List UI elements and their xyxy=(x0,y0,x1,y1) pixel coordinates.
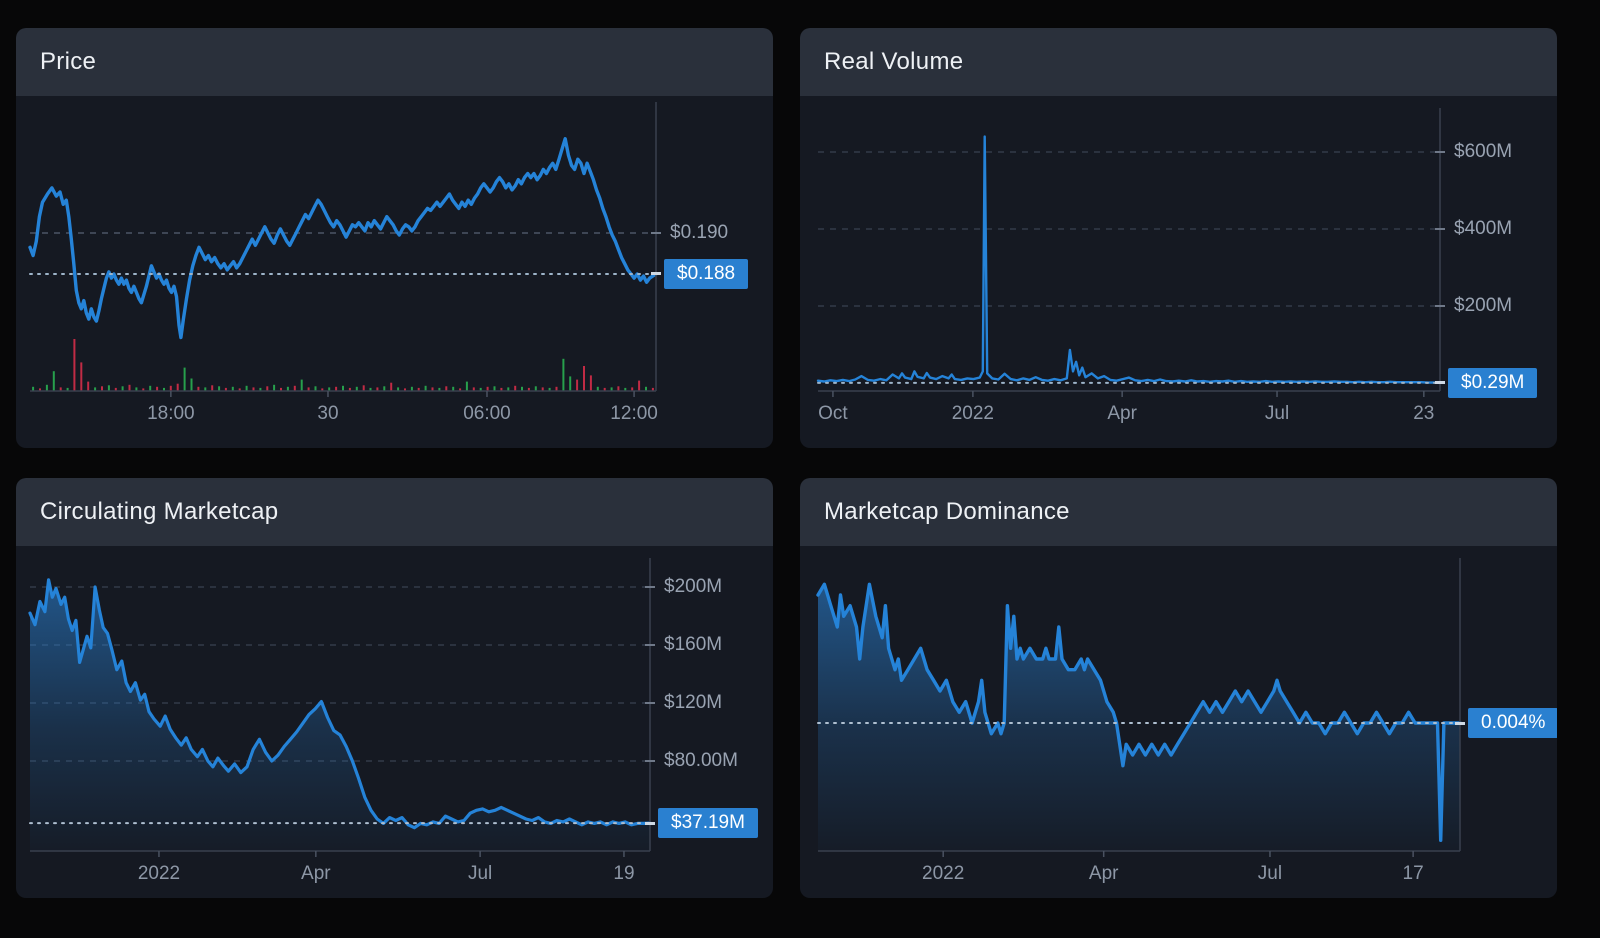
y-axis-label: $200M xyxy=(1454,294,1513,316)
x-axis-label: 06:00 xyxy=(463,403,511,424)
current-value-tick xyxy=(645,821,655,825)
y-axis-label: $80.00M xyxy=(664,750,738,772)
y-axis-tick xyxy=(651,231,661,234)
panel-title-real-volume: Real Volume xyxy=(824,48,964,75)
panel-title-marketcap-dominance: Marketcap Dominance xyxy=(824,498,1070,525)
y-axis-tick xyxy=(1435,304,1445,307)
x-axis-label: 17 xyxy=(1402,863,1424,884)
x-axis-label: Apr xyxy=(1088,863,1119,884)
y-axis-label: $200M xyxy=(664,576,723,598)
current-value-tick xyxy=(1455,721,1465,725)
x-axis-label: 18:00 xyxy=(147,403,195,424)
x-axis-label: 30 xyxy=(317,403,339,424)
panel-real-volume: Real Volume $600M $400M $200M Oct 2022 Apr Jul… xyxy=(800,28,1557,448)
panel-header: Price xyxy=(16,28,773,96)
y-axis-label: $160M xyxy=(664,634,723,656)
x-axis-label: 23 xyxy=(1413,403,1435,424)
panel-header: Marketcap Dominance xyxy=(800,478,1557,546)
marketcap-dominance-chart-canvas[interactable]: 2022 Apr Jul 17 0.004% xyxy=(800,546,1557,898)
x-axis-label: Jul xyxy=(1257,863,1283,884)
panel-marketcap-dominance: Marketcap Dominance 2022 Apr Jul 17 0.004% xyxy=(800,478,1557,898)
y-axis-tick xyxy=(645,702,655,705)
x-axis-label: 12:00 xyxy=(610,403,658,424)
y-axis-tick xyxy=(1435,150,1445,153)
x-axis-label: 2022 xyxy=(922,863,965,884)
x-axis-label: Apr xyxy=(1107,403,1137,424)
y-axis-tick xyxy=(645,644,655,647)
panel-title-circulating-marketcap: Circulating Marketcap xyxy=(40,498,279,525)
y-axis-tick xyxy=(1435,227,1445,230)
circulating-marketcap-chart-canvas[interactable]: $200M $160M $120M $80.00M 2022 Apr Jul 19 $37.19… xyxy=(16,546,773,898)
real-volume-chart-canvas[interactable]: $600M $400M $200M Oct 2022 Apr Jul 23 $0.29M xyxy=(800,96,1557,448)
y-axis-tick xyxy=(645,586,655,589)
panel-price: Price $0.190 18:00 30 06:00 12:00 $0.188 xyxy=(16,28,773,448)
current-value-badge: $0.188 xyxy=(664,258,749,289)
y-axis-tick xyxy=(645,760,655,763)
x-axis-label: Jul xyxy=(1264,403,1290,424)
panel-circulating-marketcap: Circulating Marketcap $200M $160M $120M $80… xyxy=(16,478,773,898)
current-value-tick xyxy=(651,272,661,276)
y-axis-label: $0.190 xyxy=(670,221,729,243)
current-value-badge: $37.19M xyxy=(658,808,758,839)
x-axis-label: Apr xyxy=(301,863,331,884)
x-axis-label: 2022 xyxy=(137,863,181,884)
current-value-badge: 0.004% xyxy=(1468,708,1557,738)
current-value-badge: $0.29M xyxy=(1448,367,1538,398)
price-chart-canvas[interactable]: $0.190 18:00 30 06:00 12:00 $0.188 xyxy=(16,96,773,448)
x-axis-label: Oct xyxy=(818,403,848,424)
panel-header: Real Volume xyxy=(800,28,1557,96)
y-axis-label: $600M xyxy=(1454,140,1513,162)
panel-header: Circulating Marketcap xyxy=(16,478,773,546)
x-axis-label: 19 xyxy=(613,863,635,884)
y-axis-label: $120M xyxy=(664,692,723,714)
panel-title-price: Price xyxy=(40,48,97,75)
x-axis-label: Jul xyxy=(467,863,493,884)
current-value-tick xyxy=(1435,381,1445,385)
y-axis-label: $400M xyxy=(1454,217,1513,239)
x-axis-label: 2022 xyxy=(951,403,995,424)
